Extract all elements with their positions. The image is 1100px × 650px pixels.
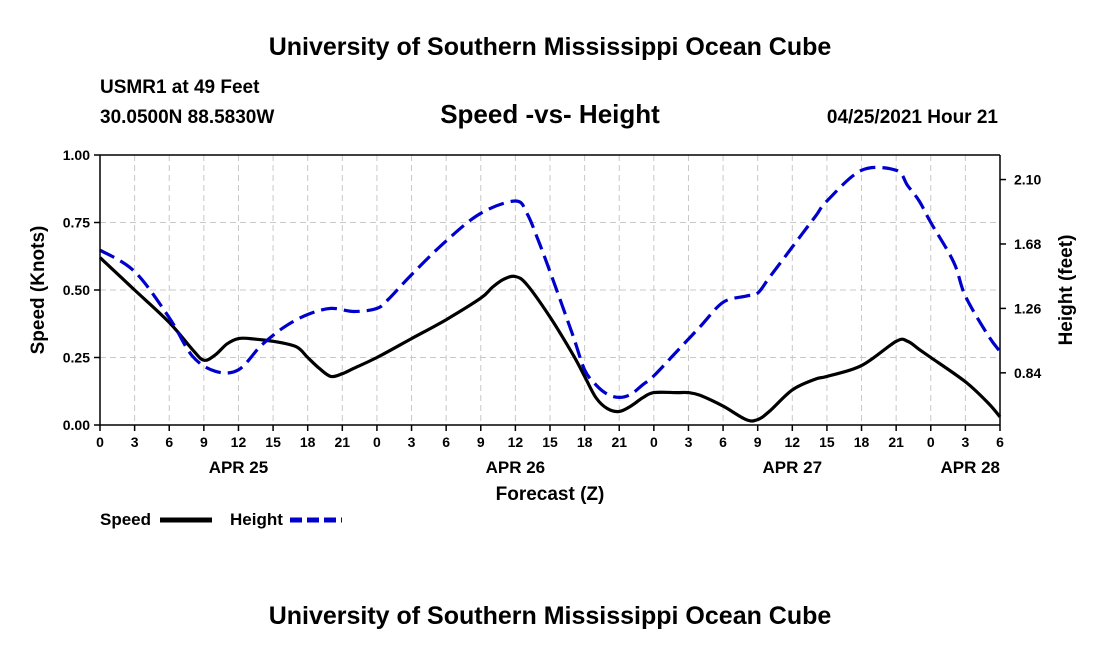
y-tick-label: 0.00 [63,417,90,433]
x-tick-label: 6 [165,434,173,450]
axes [94,154,1006,431]
x-tick-label: 0 [650,434,658,450]
tick-labels: 0 3 6 9 12 15 18 21 0 3 6 9 12 15 18 21 0 3 6 9 12 15 18 21 0 3 6 0… [63,147,1042,477]
x-tick-label: 15 [819,434,835,450]
x-tick-label: 6 [442,434,450,450]
y-tick-label: 0.25 [63,350,90,366]
forecast-datetime: 04/25/2021 Hour 21 [826,107,998,128]
x-tick-label: 9 [477,434,485,450]
x-tick-label: 9 [754,434,762,450]
date-label: APR 28 [940,458,1000,477]
y2-tick-label: 0.84 [1014,365,1041,381]
station-label: USMR1 at 49 Feet [100,77,260,98]
x-tick-label: 12 [508,434,524,450]
date-label: APR 27 [763,458,823,477]
x-tick-label: 6 [719,434,727,450]
x-tick-label: 3 [961,434,969,450]
x-tick-label: 21 [888,434,904,450]
date-label: APR 26 [486,458,546,477]
y-tick-label: 0.50 [63,282,90,298]
x-tick-label: 21 [611,434,627,450]
x-tick-label: 0 [927,434,935,450]
y2-tick-label: 2.10 [1014,172,1041,188]
x-tick-label: 12 [231,434,247,450]
station-coords: 30.0500N 88.5830W [100,107,275,128]
height-series-line [99,165,1002,399]
speed-series-line [98,256,1002,423]
footer-title: University of Southern Mississippi Ocean… [268,602,832,630]
y-axis-label: Speed (Knots) [28,226,49,355]
y2-tick-label: 1.26 [1014,300,1041,316]
series-layer [98,165,1002,423]
x-tick-label: 18 [300,434,316,450]
x-tick-label: 0 [96,434,104,450]
legend: Speed Height [100,510,342,529]
x-tick-label: 15 [265,434,281,450]
y-tick-label: 0.75 [63,215,90,231]
legend-height-label: Height [230,510,283,529]
x-tick-label: 15 [542,434,558,450]
x-tick-label: 18 [577,434,593,450]
x-tick-label: 6 [996,434,1004,450]
date-label: APR 25 [209,458,269,477]
x-tick-label: 3 [685,434,693,450]
y2-tick-label: 1.68 [1014,236,1041,252]
x-tick-label: 3 [131,434,139,450]
y2-axis-label: Height (feet) [1056,235,1077,346]
x-tick-label: 12 [785,434,801,450]
legend-speed-label: Speed [100,510,151,529]
x-tick-label: 18 [854,434,870,450]
x-axis-label: Forecast (Z) [496,484,605,505]
page-title: University of Southern Mississippi Ocean… [268,33,832,61]
grid [100,155,1000,425]
x-tick-label: 3 [408,434,416,450]
x-tick-label: 0 [373,434,381,450]
x-tick-label: 21 [335,434,351,450]
x-tick-label: 9 [200,434,208,450]
chart-title: Speed -vs- Height [440,99,660,129]
y-tick-label: 1.00 [63,147,90,163]
